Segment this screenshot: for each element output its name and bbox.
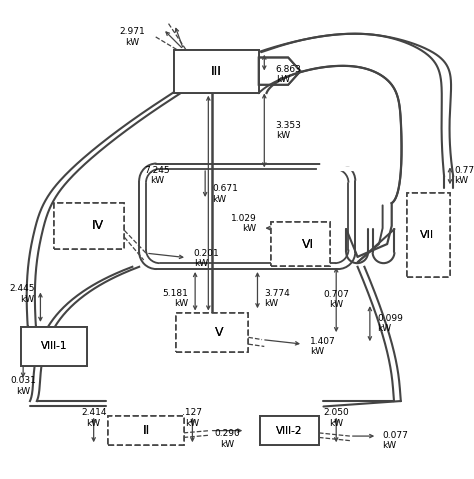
Bar xyxy=(174,49,259,93)
Bar xyxy=(175,313,248,352)
Text: .127
kW: .127 kW xyxy=(182,408,202,428)
Bar xyxy=(54,203,124,249)
Text: VII: VII xyxy=(420,230,434,240)
Text: III: III xyxy=(211,65,222,78)
Text: V: V xyxy=(215,326,223,339)
Text: VI: VI xyxy=(301,238,314,251)
Text: 0.031
kW: 0.031 kW xyxy=(10,376,36,396)
Text: VI: VI xyxy=(301,238,314,251)
Text: 1.407
kW: 1.407 kW xyxy=(310,337,336,356)
Bar xyxy=(407,193,450,277)
Text: 0.201
kW: 0.201 kW xyxy=(194,249,219,268)
Bar xyxy=(174,49,259,93)
Bar xyxy=(271,222,330,266)
Text: 1.029
kW: 1.029 kW xyxy=(231,214,256,233)
Bar xyxy=(271,222,330,266)
Text: VIII-2: VIII-2 xyxy=(276,426,302,435)
Bar xyxy=(407,193,450,277)
Text: V: V xyxy=(215,326,223,339)
Text: II: II xyxy=(142,424,150,437)
Bar xyxy=(109,416,183,445)
Bar xyxy=(407,193,450,277)
Bar xyxy=(271,222,330,266)
Text: III: III xyxy=(211,65,222,78)
Bar xyxy=(174,49,259,93)
Bar xyxy=(175,313,248,352)
Text: 0.671
kW: 0.671 kW xyxy=(212,184,238,204)
Text: II: II xyxy=(142,424,150,437)
Bar xyxy=(21,327,87,366)
Text: 3.353
kW: 3.353 kW xyxy=(276,121,301,140)
Bar xyxy=(21,327,87,366)
Bar xyxy=(21,327,87,366)
Text: IV: IV xyxy=(92,219,104,232)
Text: 2.414
kW: 2.414 kW xyxy=(81,408,106,428)
Text: VIII-2: VIII-2 xyxy=(276,426,302,435)
Text: 0.771
kW: 0.771 kW xyxy=(455,166,474,185)
Bar xyxy=(109,416,183,445)
Text: VII: VII xyxy=(420,230,434,240)
Text: 2.971
kW: 2.971 kW xyxy=(119,27,145,47)
Bar xyxy=(260,416,319,445)
Text: 2.050
kW: 2.050 kW xyxy=(323,408,349,428)
Bar xyxy=(54,203,124,249)
Text: 0.290
kW: 0.290 kW xyxy=(215,429,240,448)
Text: 5.181
kW: 5.181 kW xyxy=(162,289,188,308)
Bar xyxy=(260,416,319,445)
Text: VIII-1: VIII-1 xyxy=(41,342,67,352)
Text: 0.707
kW: 0.707 kW xyxy=(323,290,349,309)
Bar xyxy=(260,416,319,445)
Text: 2.445
kW: 2.445 kW xyxy=(9,285,35,304)
Bar xyxy=(109,416,183,445)
Text: VIII-1: VIII-1 xyxy=(41,342,67,352)
Text: 0.099
kW: 0.099 kW xyxy=(377,314,403,333)
Text: IV: IV xyxy=(92,219,104,232)
Bar xyxy=(175,313,248,352)
Text: 7.245
kW: 7.245 kW xyxy=(145,166,170,185)
Bar xyxy=(54,203,124,249)
Text: 6.863
kW: 6.863 kW xyxy=(276,65,301,84)
Text: 0.077
kW: 0.077 kW xyxy=(383,431,409,450)
Text: 3.774
kW: 3.774 kW xyxy=(264,289,290,308)
